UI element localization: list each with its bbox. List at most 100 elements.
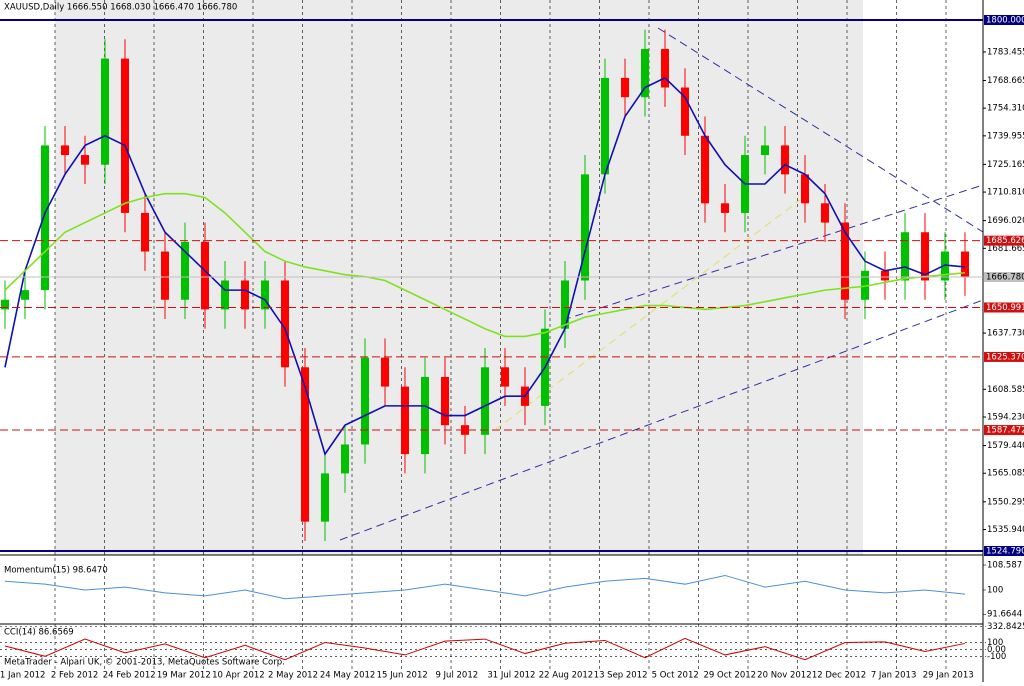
candle-body: [461, 425, 469, 435]
candle-body: [21, 290, 29, 300]
candle-body: [701, 135, 709, 204]
x-tick-label: 24 Feb 2012: [103, 671, 156, 681]
level-label: 1625.370: [986, 352, 1024, 362]
y-tick-label: 1783.455: [987, 47, 1024, 57]
candle-body: [961, 251, 969, 277]
y-tick-label: 0.00: [987, 645, 1006, 655]
level-label: 1685.626: [986, 236, 1024, 246]
candle-body: [301, 367, 309, 522]
indicator-line: [4, 574, 966, 600]
y-tick-label: 108.587: [987, 561, 1022, 571]
y-tick-label: 1768.665: [987, 76, 1024, 86]
level-tag: [984, 425, 1024, 436]
footer: MetaTrader - Alpari UK, © 2001-2013, Met…: [4, 658, 285, 668]
y-tick-label: 100: [987, 586, 1003, 596]
x-tick-label: 9 Jul 2012: [435, 671, 478, 681]
y-tick-label: 1565.085: [987, 469, 1024, 479]
level-label: 1650.991: [986, 303, 1024, 313]
candle-body: [841, 222, 849, 300]
x-tick-label: 12 Dec 2012: [812, 671, 866, 681]
candle-body: [1, 299, 9, 310]
y-tick-label: 1710.810: [987, 188, 1024, 198]
y-tick-label: 1608.585: [987, 385, 1024, 395]
chart-title: XAUUSD,Daily 1666.550 1668.030 1666.470 …: [4, 3, 237, 13]
candle-body: [41, 145, 49, 291]
level-tag: [984, 14, 1024, 25]
x-tick-label: 7 Jan 2013: [871, 671, 917, 681]
y-tick-label: 100: [987, 638, 1003, 648]
y-tick-label: 1535.940: [987, 525, 1024, 535]
candle-body: [101, 58, 109, 165]
y-tick-label: 1696.020: [987, 216, 1024, 226]
x-tick-label: 29 Oct 2012: [704, 671, 757, 681]
y-tick-label: 1550.295: [987, 497, 1024, 507]
candle-body: [721, 203, 729, 213]
level-label: 1666.780: [986, 273, 1024, 283]
candle-body: [501, 367, 509, 387]
x-tick-label: 2 May 2012: [268, 671, 318, 681]
x-tick-label: 10 Apr 2012: [212, 671, 265, 681]
candle-body: [81, 155, 89, 165]
level-label: 1524.790: [986, 546, 1024, 556]
candle-body: [561, 280, 569, 329]
candle-body: [861, 270, 869, 300]
y-tick-label: -100: [987, 652, 1006, 662]
level-tag: [984, 545, 1024, 556]
x-tick-label: 29 Jan 2013: [923, 671, 974, 681]
x-tick-label: 19 Mar 2012: [157, 671, 211, 681]
level-tag: [984, 302, 1024, 313]
indicator-title: CCI(14) 86.6569: [4, 628, 74, 638]
level-tag: [984, 351, 1024, 362]
x-tick-label: 2 Feb 2012: [51, 671, 99, 681]
x-tick-label: 24 May 2012: [320, 671, 375, 681]
x-tick-label: 5 Oct 2012: [652, 671, 699, 681]
x-tick-label: 31 Jul 2012: [487, 671, 535, 681]
candle-body: [781, 145, 789, 175]
level-label: 1587.472: [986, 426, 1024, 436]
candle-body: [61, 145, 69, 156]
y-tick-label: 1725.165: [987, 160, 1024, 170]
candle-body: [481, 367, 489, 435]
candle-body: [181, 241, 189, 300]
candle-body: [881, 270, 889, 281]
y-tick-label: 1754.310: [987, 104, 1024, 114]
candle-body: [821, 203, 829, 223]
x-tick-label: 11 Jan 2012: [0, 671, 45, 681]
trendline: [657, 27, 984, 233]
y-tick-label: 1579.440: [987, 441, 1024, 451]
candle-body: [921, 232, 929, 281]
level-label: 1800.000: [986, 15, 1024, 25]
candle-body: [401, 386, 409, 455]
candle-body: [681, 87, 689, 136]
candle-body: [621, 77, 629, 98]
period-separators: [54, 0, 947, 670]
y-tick-label: 1637.730: [987, 329, 1024, 339]
indicator-title: Momentum(15) 98.6470: [4, 566, 108, 576]
candle-body: [321, 473, 329, 522]
level-tag: [984, 235, 1024, 246]
y-tick-label: 1681.665: [987, 244, 1024, 254]
candle-body: [441, 376, 449, 426]
trendline: [494, 199, 801, 431]
x-tick-label: 20 Nov 2012: [757, 671, 811, 681]
candle-body: [421, 376, 429, 455]
moving-average: [4, 76, 966, 456]
candle-body: [221, 280, 229, 310]
candle-body: [361, 357, 369, 445]
candle-body: [581, 174, 589, 281]
trendline: [339, 299, 984, 541]
candle-body: [901, 232, 909, 281]
x-tick-label: 15 Jun 2012: [377, 671, 428, 681]
trendline: [562, 184, 984, 321]
candle-body: [161, 251, 169, 300]
x-tick-label: 13 Sep 2012: [594, 671, 648, 681]
y-tick-label: 91.6644: [987, 610, 1022, 620]
y-tick-label: 332.8425: [987, 622, 1024, 632]
y-tick-label: 1739.955: [987, 131, 1024, 141]
candle-body: [641, 48, 649, 98]
candle-body: [281, 280, 289, 368]
trendlines: [339, 27, 984, 541]
candle-body: [141, 212, 149, 252]
candle-body: [661, 48, 669, 88]
